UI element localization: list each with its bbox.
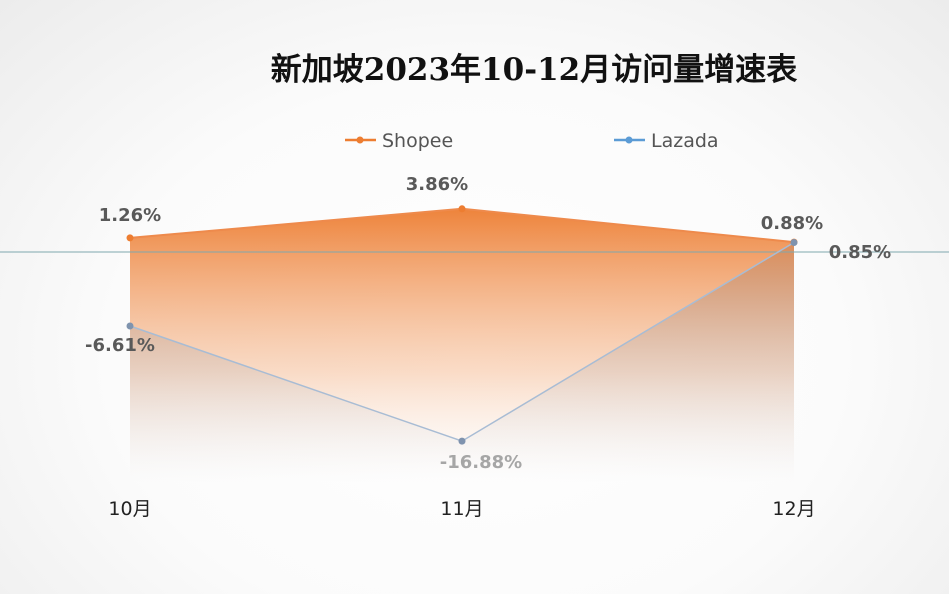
legend-marker-lazada xyxy=(625,136,633,144)
chart-title: 新加坡2023年10-12月访问量增速表 xyxy=(271,52,797,88)
point-shopee-2 xyxy=(458,205,466,213)
point-shopee-1 xyxy=(126,234,134,242)
x-tick-label-2: 11月 xyxy=(440,498,483,520)
point-lazada-1 xyxy=(126,322,134,330)
x-tick-label-1: 10月 xyxy=(108,498,151,520)
data-label-shopee-3: 0.88% xyxy=(761,213,823,234)
data-label-lazada-2: -16.88% xyxy=(440,452,522,473)
legend-label-shopee: Shopee xyxy=(382,130,453,152)
legend: Shopee Lazada xyxy=(345,130,719,152)
data-label-shopee-1: 1.26% xyxy=(99,205,161,226)
legend-item-lazada: Lazada xyxy=(614,130,719,152)
point-lazada-3 xyxy=(790,239,798,246)
data-label-shopee-2: 3.86% xyxy=(406,174,468,195)
legend-label-lazada: Lazada xyxy=(651,130,719,152)
legend-item-shopee: Shopee xyxy=(345,130,453,152)
x-tick-label-3: 12月 xyxy=(772,498,815,520)
area-shopee xyxy=(130,208,794,483)
data-label-lazada-1: -6.61% xyxy=(85,335,155,356)
data-label-lazada-3: 0.85% xyxy=(829,242,891,263)
legend-marker-shopee xyxy=(356,136,364,144)
point-lazada-2 xyxy=(458,437,466,445)
plot-area: 1.26% 3.86% 0.88% -6.61% -16.88% 0.85% 10月 11月 1… xyxy=(0,174,949,520)
